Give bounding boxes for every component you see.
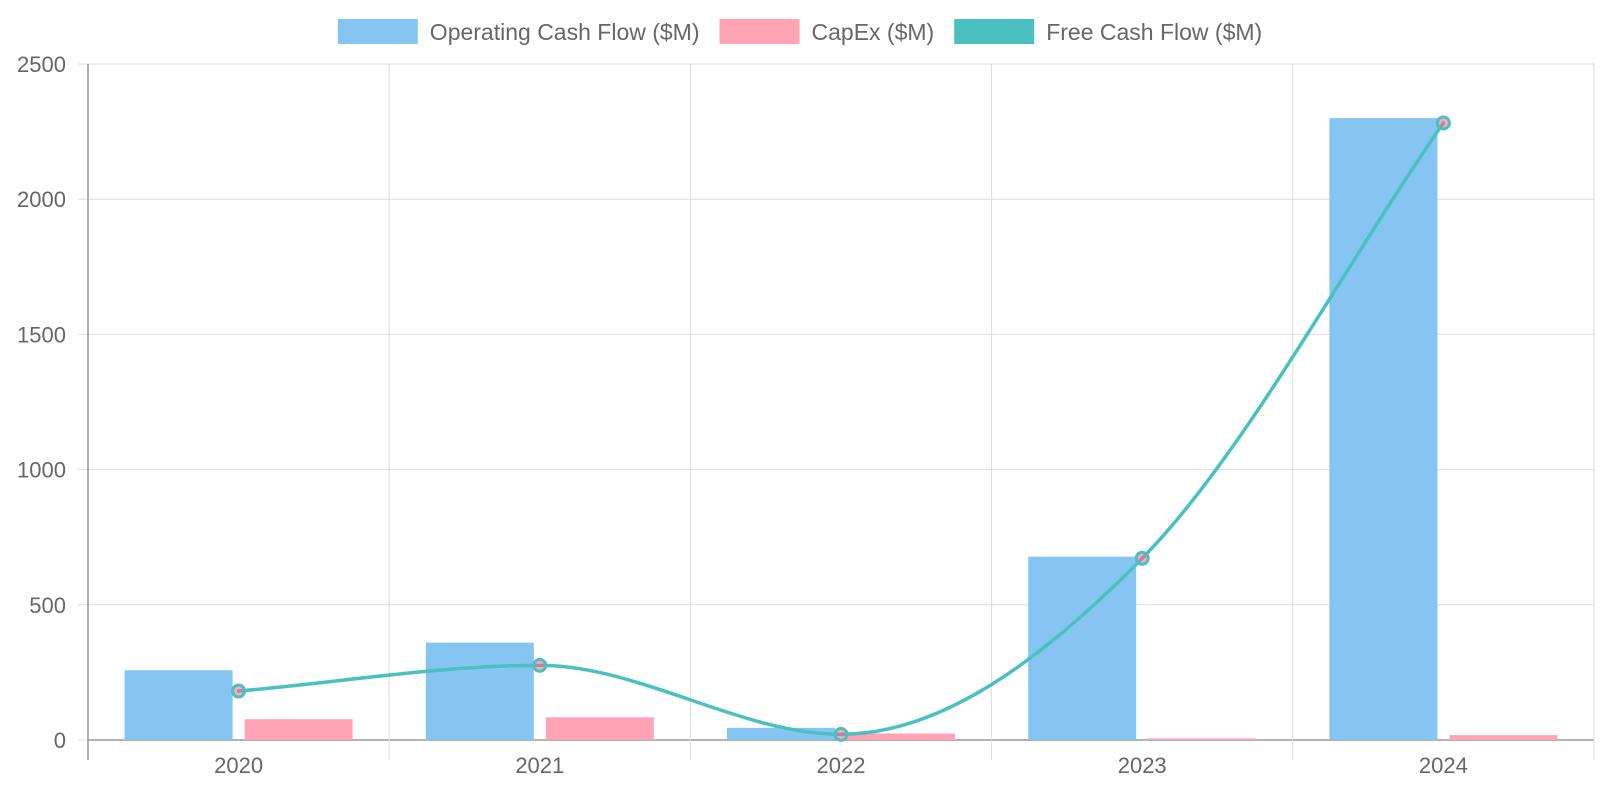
y-tick-label: 2500 xyxy=(17,52,66,77)
bar-capex-m-2023 xyxy=(1148,738,1257,740)
y-tick-label: 1500 xyxy=(17,322,66,347)
bar-operating-cash-flow-m-2024 xyxy=(1329,118,1438,740)
legend-swatch xyxy=(954,19,1035,44)
y-tick-label: 2000 xyxy=(17,187,66,212)
point-free-cash-flow-m-2020 xyxy=(231,683,247,699)
y-tick-label: 500 xyxy=(29,593,66,618)
grid-lines xyxy=(78,63,1595,760)
bar-capex-m-2021 xyxy=(545,717,654,740)
line-free-cash-flow-m xyxy=(236,121,1446,737)
point-free-cash-flow-m-2024 xyxy=(1435,115,1451,131)
bar-capex-m-2024 xyxy=(1449,735,1558,740)
point-free-cash-flow-m-2023 xyxy=(1134,550,1150,566)
bar-operating-cash-flow-m-2021 xyxy=(425,642,534,740)
legend: Operating Cash Flow ($M) CapEx ($M) Free C… xyxy=(337,19,1262,45)
bar-operating-cash-flow-m-2023 xyxy=(1028,556,1137,740)
x-axis: 2020 2021 2022 2023 2024 xyxy=(214,753,1468,778)
x-tick-label: 2022 xyxy=(817,753,866,778)
legend-label: Free Cash Flow ($M) xyxy=(1046,19,1262,45)
bar-series xyxy=(124,118,1558,740)
y-tick-label: 1000 xyxy=(17,458,66,483)
point-free-cash-flow-m-2021 xyxy=(532,657,548,673)
y-tick-label: 0 xyxy=(54,728,66,753)
x-tick-label: 2021 xyxy=(515,753,564,778)
legend-label: Operating Cash Flow ($M) xyxy=(430,19,700,45)
y-axis: 0 500 1000 1500 2000 2500 xyxy=(17,52,66,753)
x-tick-label: 2020 xyxy=(214,753,263,778)
bar-capex-m-2020 xyxy=(244,719,353,740)
x-tick-label: 2024 xyxy=(1419,753,1468,778)
point-free-cash-flow-m-2022 xyxy=(833,726,849,742)
legend-swatch xyxy=(719,19,800,44)
line-series xyxy=(231,115,1451,742)
legend-swatch xyxy=(337,19,418,44)
legend-item-operating-cash-flow-m: Operating Cash Flow ($M) xyxy=(337,19,700,45)
legend-item-free-cash-flow-m: Free Cash Flow ($M) xyxy=(954,19,1262,45)
x-tick-label: 2023 xyxy=(1118,753,1167,778)
bar-operating-cash-flow-m-2020 xyxy=(124,670,233,740)
bar-capex-m-2022 xyxy=(847,733,955,740)
legend-item-capex-m: CapEx ($M) xyxy=(719,19,935,45)
legend-label: CapEx ($M) xyxy=(812,19,935,45)
